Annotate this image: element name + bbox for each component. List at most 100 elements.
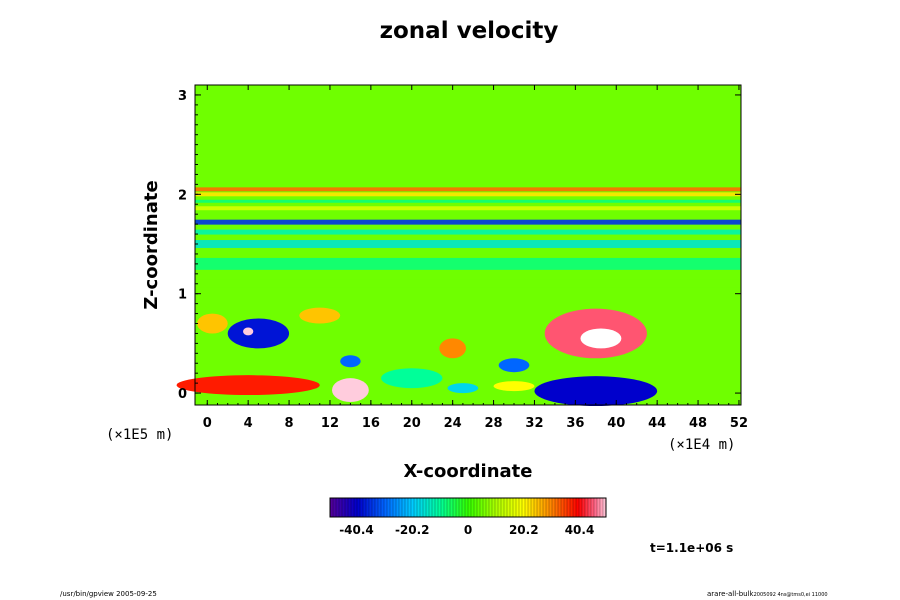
heat-feature: [439, 338, 466, 359]
x-tick-label: 28: [485, 416, 503, 431]
x-tick-label: 8: [285, 416, 294, 431]
colorbar-swatch: [477, 498, 481, 517]
plot-area: [176, 84, 742, 406]
colorbar-swatch: [471, 498, 475, 517]
colorbar-swatch: [564, 498, 568, 517]
colorbar-swatch: [567, 498, 571, 517]
colorbar-swatch: [435, 498, 439, 517]
colorbar-swatch: [402, 498, 406, 517]
colorbar-swatch: [462, 498, 466, 517]
x-tick-label: 24: [444, 416, 462, 431]
colorbar-swatches: [329, 498, 607, 517]
heat-feature: [447, 383, 479, 394]
colorbar-swatch: [336, 498, 340, 517]
colorbar-swatch: [480, 498, 484, 517]
heat-feature: [498, 358, 530, 373]
footer-left: /usr/bin/gpview 2005-09-25: [60, 590, 157, 598]
y-tick-label: 1: [178, 288, 187, 303]
heat-feature: [243, 327, 254, 336]
heat-feature: [340, 355, 361, 368]
colorbar-swatch: [555, 498, 559, 517]
colorbar-swatch: [582, 498, 586, 517]
colorbar-swatch: [333, 498, 337, 517]
x-tick-label: 52: [730, 416, 748, 431]
colorbar-swatch: [348, 498, 352, 517]
y-tick-label: 2: [178, 188, 187, 203]
x-axis-label: X-coordinate: [404, 461, 533, 482]
colorbar-swatch: [468, 498, 472, 517]
x-scale-label: (×1E4 m): [668, 437, 735, 453]
colorbar-swatch: [432, 498, 436, 517]
heat-feature: [176, 375, 320, 396]
chart-title: zonal velocity: [380, 18, 559, 44]
colorbar-swatch: [405, 498, 409, 517]
colorbar-swatch: [438, 498, 442, 517]
colorbar-swatch: [501, 498, 505, 517]
colorbar-swatch: [549, 498, 553, 517]
time-label: t=1.1e+06 s: [650, 541, 733, 555]
heat-band: [195, 257, 741, 270]
colorbar-swatch: [459, 498, 463, 517]
heat-feature: [227, 318, 290, 349]
colorbar-swatch: [537, 498, 541, 517]
heat-band: [195, 240, 741, 248]
x-tick-label: 0: [203, 416, 212, 431]
colorbar-swatch: [504, 498, 508, 517]
x-tick-label: 44: [648, 416, 666, 431]
colorbar-swatch: [474, 498, 478, 517]
y-tick-label: 3: [178, 89, 187, 104]
x-tick-label: 36: [566, 416, 584, 431]
x-tick-label: 32: [525, 416, 543, 431]
colorbar-swatch: [342, 498, 346, 517]
colorbar-swatch: [558, 498, 562, 517]
colorbar-swatch: [513, 498, 517, 517]
colorbar-swatch: [357, 498, 361, 517]
colorbar-swatch: [420, 498, 424, 517]
heat-feature: [197, 313, 228, 334]
colorbar-swatch: [330, 498, 334, 517]
colorbar-swatch: [453, 498, 457, 517]
colorbar-swatch: [594, 498, 598, 517]
heat-feature: [299, 307, 341, 324]
heat-band: [195, 219, 741, 225]
heat-band: [195, 192, 741, 197]
colorbar-swatch: [408, 498, 412, 517]
colorbar-swatch: [576, 498, 580, 517]
heat-feature: [493, 381, 535, 392]
y-scale-label: (×1E5 m): [106, 427, 173, 443]
colorbar-swatch: [543, 498, 547, 517]
footer-right-main: arare-all-bulk: [707, 590, 755, 598]
colorbar-tick-label: 20.2: [509, 523, 539, 537]
colorbar-swatch: [411, 498, 415, 517]
footer-right-sub: 2005092 4ns@tms0,ei 11000: [754, 592, 828, 598]
plot-frame: [194, 84, 742, 406]
colorbar-swatch: [429, 498, 433, 517]
colorbar-swatch: [363, 498, 367, 517]
colorbar-swatch: [525, 498, 529, 517]
heat-feature: [534, 376, 658, 406]
colorbar-swatch: [444, 498, 448, 517]
colorbar-swatch: [447, 498, 451, 517]
colorbar-swatch: [600, 498, 604, 517]
colorbar-swatch: [372, 498, 376, 517]
heat-bands: [195, 187, 741, 288]
colorbar-swatch: [351, 498, 355, 517]
colorbar-swatch: [393, 498, 397, 517]
x-tick-label: 48: [689, 416, 707, 431]
x-tick-label: 40: [607, 416, 625, 431]
colorbar-swatch: [366, 498, 370, 517]
footer-right: arare-all-bulk2005092 4ns@tms0,ei 11000: [707, 590, 828, 598]
colorbar-swatch: [384, 498, 388, 517]
colorbar-swatch: [588, 498, 592, 517]
colorbar-swatch: [387, 498, 391, 517]
colorbar-ticks: -40.4 -20.2 0 20.2 40.4: [339, 523, 594, 537]
colorbar-swatch: [375, 498, 379, 517]
y-axis-ticks: 0 1 2 3: [178, 89, 741, 402]
colorbar-swatch: [516, 498, 520, 517]
x-tick-label: 12: [321, 416, 339, 431]
colorbar-swatch: [360, 498, 364, 517]
x-tick-label: 20: [403, 416, 421, 431]
heat-band: [195, 199, 741, 203]
colorbar-swatch: [591, 498, 595, 517]
colorbar-swatch: [540, 498, 544, 517]
